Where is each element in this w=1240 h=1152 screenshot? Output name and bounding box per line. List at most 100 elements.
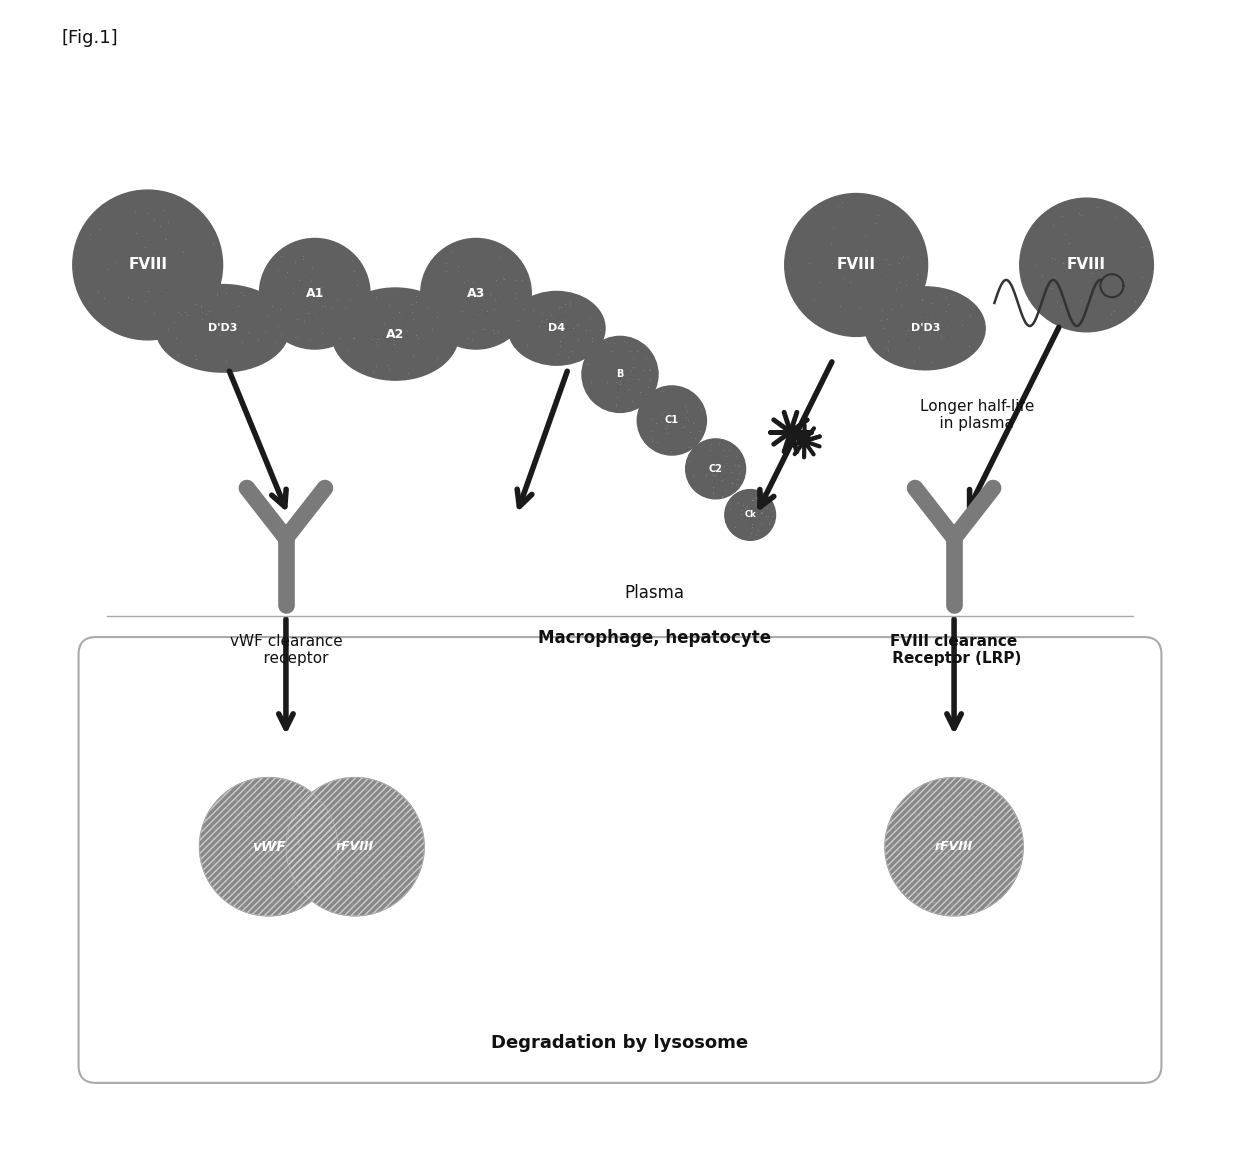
Point xyxy=(883,833,903,851)
Point xyxy=(978,848,998,866)
Point xyxy=(260,869,280,887)
Point xyxy=(219,884,239,902)
Point xyxy=(480,278,500,296)
Point xyxy=(303,258,322,276)
Point xyxy=(699,441,719,460)
Point xyxy=(547,332,567,350)
Point xyxy=(453,302,472,320)
Point xyxy=(279,850,299,869)
Point xyxy=(962,786,982,804)
Point xyxy=(418,298,438,317)
Point xyxy=(324,267,343,286)
Point xyxy=(538,318,558,336)
Point xyxy=(709,465,729,484)
Point xyxy=(673,412,693,431)
Point xyxy=(512,271,532,289)
Point xyxy=(1074,232,1094,250)
Point xyxy=(668,404,688,423)
Point xyxy=(242,323,262,341)
Point xyxy=(322,833,342,851)
Point xyxy=(310,886,330,904)
Point xyxy=(355,880,374,899)
Point xyxy=(935,789,955,808)
Point xyxy=(944,865,963,884)
Point xyxy=(968,810,988,828)
Point xyxy=(746,487,766,506)
Point xyxy=(356,812,376,831)
Point xyxy=(371,851,391,870)
Point xyxy=(1101,304,1121,323)
Point xyxy=(312,856,332,874)
Point xyxy=(355,789,374,808)
Point xyxy=(652,422,672,440)
Point xyxy=(94,289,114,308)
Point xyxy=(895,319,915,338)
Point xyxy=(937,312,957,331)
Point xyxy=(212,823,232,841)
Point xyxy=(300,813,320,832)
Point xyxy=(748,521,768,539)
Point xyxy=(704,469,724,487)
Circle shape xyxy=(286,778,424,916)
Point xyxy=(1073,230,1092,249)
Point xyxy=(234,803,254,821)
Point xyxy=(711,458,730,477)
Point xyxy=(870,311,890,329)
Point xyxy=(114,237,134,256)
Point xyxy=(486,278,506,296)
Point xyxy=(675,397,694,416)
Point xyxy=(285,828,305,847)
Point xyxy=(709,433,729,452)
Point xyxy=(742,499,761,517)
Point xyxy=(294,285,314,303)
Point xyxy=(728,470,748,488)
Point xyxy=(304,825,324,843)
Point xyxy=(624,349,644,367)
Point xyxy=(939,857,959,876)
Point xyxy=(489,248,508,266)
Point xyxy=(646,414,666,432)
Point xyxy=(890,296,910,314)
Point xyxy=(314,867,334,886)
Point xyxy=(402,862,422,880)
Point xyxy=(265,819,285,838)
Point xyxy=(551,306,570,325)
Point xyxy=(475,304,495,323)
Point xyxy=(863,255,883,273)
Point xyxy=(470,302,490,320)
Point xyxy=(909,806,929,825)
Point xyxy=(237,308,257,326)
Point xyxy=(136,247,156,265)
Point xyxy=(549,297,569,316)
Point xyxy=(293,250,312,268)
Point xyxy=(351,833,371,851)
Point xyxy=(562,320,582,339)
Point xyxy=(299,798,319,817)
Point xyxy=(911,291,931,310)
Point xyxy=(463,272,482,290)
Point xyxy=(857,250,877,268)
Point xyxy=(441,291,461,310)
Point xyxy=(952,874,972,893)
Point xyxy=(730,505,750,523)
Point xyxy=(355,849,374,867)
Point xyxy=(339,886,358,904)
Point xyxy=(358,846,378,864)
Point xyxy=(631,384,651,402)
Point xyxy=(987,876,1007,894)
Point xyxy=(365,326,384,344)
Point xyxy=(224,790,244,809)
Point xyxy=(923,849,942,867)
Point xyxy=(366,876,386,894)
Point xyxy=(913,881,932,900)
Point xyxy=(198,333,218,351)
Point xyxy=(286,818,306,836)
Point xyxy=(983,820,1003,839)
Point xyxy=(733,511,753,530)
Point xyxy=(315,858,335,877)
Point xyxy=(222,320,242,339)
Point xyxy=(728,456,748,475)
Point xyxy=(987,836,1007,855)
Point xyxy=(228,835,248,854)
Point xyxy=(352,794,372,812)
